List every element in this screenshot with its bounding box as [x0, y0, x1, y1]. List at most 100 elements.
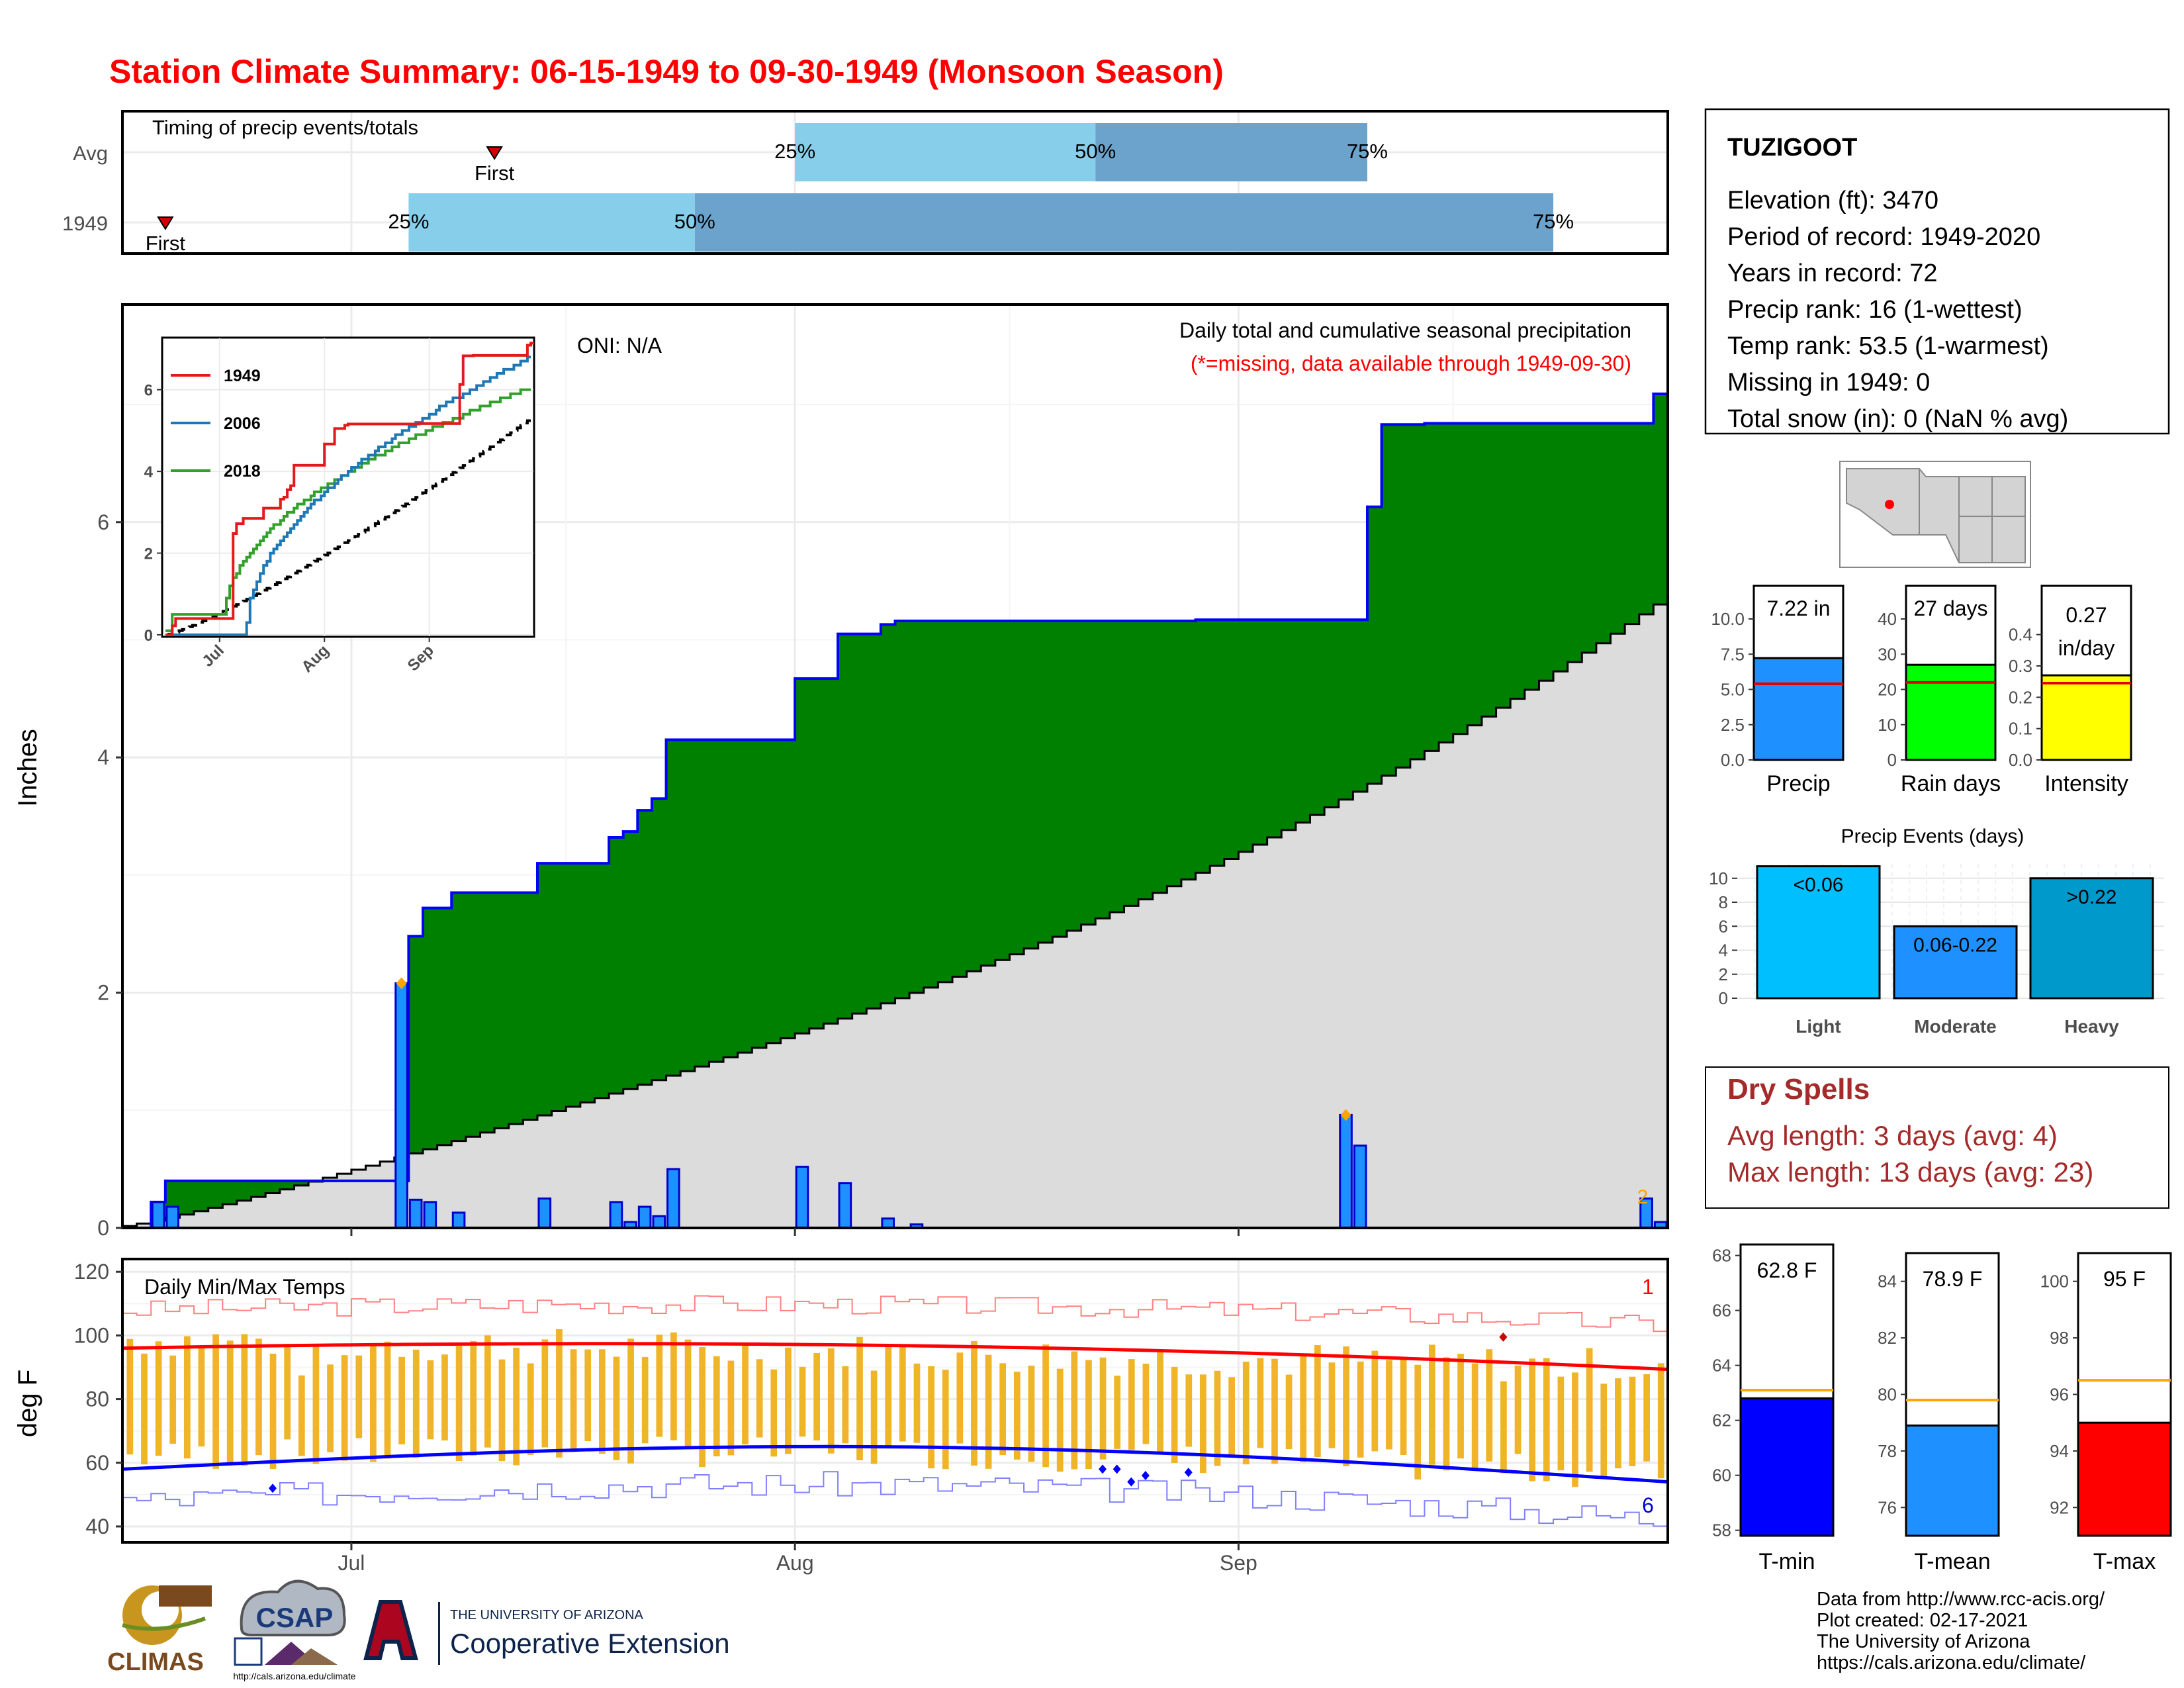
max-precip-marker: [1340, 1109, 1351, 1121]
daily-temp-bar: [899, 1346, 906, 1442]
locator-map: [1839, 461, 2031, 568]
temp-summary-label: T-min: [1759, 1549, 1815, 1574]
inset-y-tick-label: 0: [144, 627, 153, 645]
summary-bar-tick-label: 0.0: [1721, 750, 1745, 770]
daily-temp-bar: [1500, 1381, 1507, 1474]
dry-spells-max: Max length: 13 days (avg: 23): [1727, 1156, 2093, 1188]
timing-first-marker: [486, 146, 503, 160]
events-bar-label: 0.06-0.22: [1913, 934, 1997, 956]
month-axis: Jul Aug Sep: [338, 1551, 1257, 1575]
summary-bar-tick-label: 40: [1878, 609, 1897, 629]
daily-temp-bar: [598, 1349, 606, 1454]
footer-line-1: Data from http://www.rcc-acis.org/: [1817, 1589, 2105, 1610]
daily-temp-bar: [1443, 1357, 1450, 1471]
climas-logo: CLIMAS: [107, 1585, 212, 1676]
summary-bar-tick-label: 0.4: [2009, 625, 2032, 645]
events-y-tick-label: 4: [1719, 941, 1728, 961]
temp-summary-bar: [2077, 1421, 2172, 1537]
daily-temp-bar: [1314, 1345, 1321, 1457]
temp-y-axis-label: deg F: [13, 1370, 42, 1437]
daily-temp-bar: [1386, 1360, 1392, 1450]
daily-temp-bar: [727, 1360, 735, 1456]
daily-temp-bar: [241, 1334, 248, 1466]
station-location-marker: [1885, 500, 1894, 509]
daily-temp-bar: [870, 1370, 878, 1464]
daily-temp-bar: [1242, 1361, 1250, 1465]
daily-temp-bar: [1257, 1358, 1264, 1448]
daily-temp-bar: [1615, 1378, 1621, 1469]
ua-small-text: THE UNIVERSITY OF ARIZONA: [450, 1608, 644, 1622]
record-min-marker: [1098, 1464, 1107, 1474]
inset-line-2006: [165, 355, 531, 636]
summary-bar-label: Rain days: [1901, 771, 2001, 796]
daily-precip-bar: [165, 1205, 179, 1229]
precip-events-title: Precip Events (days): [1841, 825, 2025, 847]
daily-temp-bar: [842, 1366, 849, 1444]
timing-p25-label: 25%: [774, 140, 815, 163]
summary-bar-value-label: 27 days: [1913, 596, 1987, 620]
summary-bars: 7.22 in 0.0 2.5 5.0 7.5 10.0 Precip 27 days 0 10 2…: [1711, 585, 2132, 796]
daily-temp-bar: [913, 1363, 921, 1443]
daily-temp-bar: [284, 1344, 291, 1440]
daily-temp-bar: [155, 1341, 162, 1456]
summary-bar-label: Precip: [1766, 771, 1830, 796]
daily-temp-bar: [1643, 1374, 1650, 1462]
summary-bar-tick-label: 5.0: [1721, 680, 1745, 700]
month-label: Sep: [1220, 1551, 1257, 1575]
daily-temp-bar: [1586, 1348, 1593, 1472]
events-y-tick-label: 6: [1719, 916, 1728, 936]
daily-precip-bar: [408, 1198, 423, 1229]
summary-bar-tick-label: 0.1: [2009, 719, 2032, 739]
oni-label: ONI: N/A: [577, 334, 662, 357]
daily-temp-bar: [1657, 1363, 1664, 1479]
daily-temp-bar: [699, 1347, 706, 1468]
timing-bar-q1: [408, 193, 695, 252]
record-max-line: [122, 1295, 1668, 1333]
timing-p50-label: 50%: [674, 210, 715, 233]
page-title: Station Climate Summary: 06-15-1949 to 0…: [109, 53, 1224, 90]
station-name: TUZIGOOT: [1727, 134, 1857, 162]
daily-precip-bar: [881, 1217, 895, 1229]
station-info-line: Missing in 1949: 0: [1727, 369, 1930, 397]
summary-bar-tick-label: 0: [1888, 750, 1897, 770]
daily-temp-bar: [813, 1352, 820, 1441]
daily-temp-bar: [956, 1352, 964, 1444]
daily-temp-bar: [1343, 1346, 1349, 1466]
daily-temp-bar: [398, 1356, 406, 1445]
daily-precip-bar: [151, 1201, 165, 1229]
daily-temp-bar: [1328, 1362, 1336, 1448]
daily-precip-bar: [637, 1205, 652, 1229]
events-bar-label: <0.06: [1794, 874, 1844, 896]
record-min-marker: [1113, 1464, 1121, 1474]
summary-bar-tick-label: 10: [1878, 715, 1897, 735]
daily-temp-bar: [1400, 1357, 1407, 1455]
precip-y-tick-label: 0: [97, 1216, 109, 1240]
temp-summary-tick-label: 84: [1878, 1272, 1897, 1291]
footer-credits: Data from http://www.rcc-acis.org/ Plot …: [1817, 1589, 2105, 1673]
events-bar: [1756, 865, 1881, 1000]
daily-temp-bar: [827, 1348, 835, 1454]
daily-temp-bar: [613, 1356, 620, 1460]
daily-temp-bar: [1128, 1359, 1135, 1450]
record-min-marker: [1184, 1468, 1193, 1477]
temp-summary-tick-label: 66: [1712, 1301, 1731, 1321]
daily-temp-bar: [498, 1359, 506, 1462]
timing-p75-label: 75%: [1347, 140, 1388, 163]
precip-y-tick-label: 6: [97, 510, 109, 534]
daily-temp-bar: [484, 1335, 491, 1448]
precip-end-marker: 2: [1637, 1186, 1649, 1208]
daily-temp-bar: [183, 1336, 191, 1459]
daily-temp-bar: [770, 1369, 778, 1457]
daily-temp-bar: [1271, 1358, 1278, 1464]
daily-temp-bar: [942, 1370, 949, 1470]
temp-y-tick-label: 80: [85, 1387, 109, 1411]
daily-temp-bar: [684, 1339, 692, 1448]
daily-precip-bar: [537, 1197, 552, 1229]
daily-temp-bar: [141, 1353, 148, 1465]
daily-temp-bar: [470, 1340, 477, 1456]
summary-bar-value-label: in/day: [2058, 636, 2115, 660]
record-max-marker: [1499, 1332, 1508, 1342]
daily-temp-bar: [928, 1366, 934, 1469]
daily-temp-bar: [1428, 1344, 1435, 1465]
daily-temp-bar: [670, 1332, 677, 1440]
